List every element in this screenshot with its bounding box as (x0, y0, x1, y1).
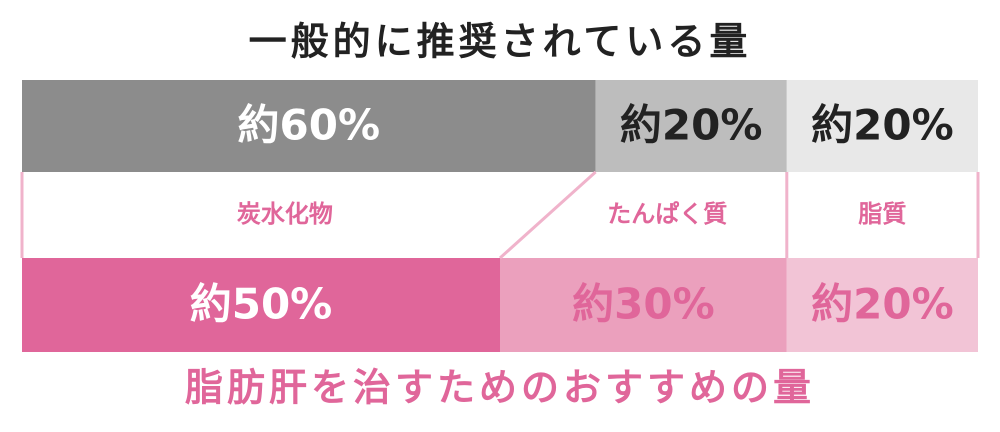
value-label: 約20% (811, 101, 954, 150)
bar-segment (786, 80, 978, 172)
legend-label: たんぱく質 (607, 200, 727, 228)
row-title: 一般的に推奨されている量 (249, 20, 752, 64)
value-label: 約20% (620, 101, 763, 150)
value-label: 約60% (238, 101, 381, 150)
value-label: 約20% (811, 280, 954, 329)
value-label: 約30% (572, 280, 715, 329)
bar-segment (595, 80, 787, 172)
legend-label: 炭水化物 (237, 200, 333, 228)
divider (498, 170, 597, 260)
bar-segment (500, 258, 787, 352)
value-label: 約50% (190, 280, 333, 329)
bar-segment (786, 258, 978, 352)
bar-segment (22, 80, 596, 172)
row-title: 脂肪肝を治すためのおすすめの量 (185, 366, 815, 410)
legend-label: 脂質 (858, 200, 906, 228)
bar-segment (22, 258, 500, 352)
